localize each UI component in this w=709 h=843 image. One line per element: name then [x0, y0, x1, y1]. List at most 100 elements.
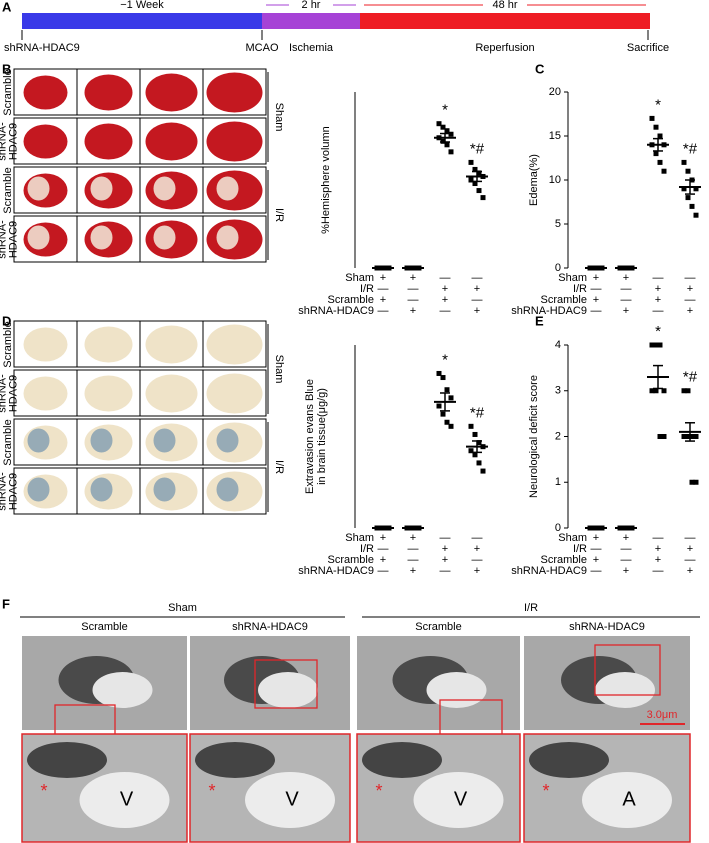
data-point [685, 168, 691, 174]
condition-sign: + [410, 565, 416, 577]
data-point [468, 448, 474, 454]
row-label: HDAC9 [7, 221, 19, 258]
data-point [440, 124, 446, 130]
brain-slice [23, 327, 68, 362]
panel-label: C [535, 61, 545, 76]
data-point [661, 434, 667, 439]
y-tick-label: 10 [549, 174, 561, 186]
condition-sign: — [408, 294, 419, 306]
zoom-lumen [413, 772, 504, 828]
data-point [653, 388, 659, 394]
data-point [468, 177, 474, 183]
data-point [444, 142, 450, 148]
data-point [472, 431, 478, 437]
row-label: Scramble [2, 419, 14, 465]
zoom-nucleus [529, 742, 609, 778]
y-tick-label: 4 [555, 339, 561, 351]
lesion [90, 428, 113, 453]
condition-sign: + [380, 272, 386, 284]
phase-label: Reperfusion [475, 42, 534, 54]
em-column-label: shRNA-HDAC9 [232, 621, 308, 633]
pericyte-marker: * [542, 781, 549, 801]
data-point [436, 403, 442, 409]
pericyte-marker: * [208, 781, 215, 801]
condition-sign: + [410, 305, 416, 317]
condition-sign: — [440, 565, 451, 577]
significance: *# [470, 404, 485, 421]
condition-sign: — [685, 554, 696, 566]
condition-label: I/R [360, 543, 374, 555]
condition-label: shRNA-HDAC9 [298, 305, 374, 317]
zoom-box [254, 659, 318, 709]
lumen-label: V [120, 788, 134, 810]
em-group-label: Sham [168, 602, 197, 614]
data-point [693, 479, 699, 485]
significance: * [655, 96, 661, 113]
zoom-nucleus [195, 742, 275, 778]
y-tick-label: 5 [555, 218, 561, 230]
data-point [685, 195, 691, 201]
condition-label: shRNA-HDAC9 [511, 565, 587, 577]
condition-sign: + [687, 565, 693, 577]
zoom-lumen [79, 772, 170, 828]
brain-slice [145, 73, 198, 112]
data-point [653, 151, 659, 157]
lesion [90, 176, 113, 201]
scale-bar-label: 3.0μm [647, 709, 678, 721]
condition-sign: — [621, 543, 632, 555]
panel-label: B [2, 61, 11, 76]
panel-label: E [535, 313, 544, 328]
data-point [480, 468, 486, 474]
lesion [27, 477, 50, 502]
data-point [476, 440, 482, 446]
panel-label: D [2, 313, 11, 328]
lesion [27, 176, 50, 201]
data-point [440, 375, 446, 381]
condition-sign: + [593, 532, 599, 544]
significance: *# [683, 369, 698, 386]
condition-sign: — [408, 554, 419, 566]
brain-slice [84, 326, 133, 363]
brain-slice [23, 124, 68, 159]
data-point [472, 166, 478, 172]
significance: *# [470, 140, 485, 157]
data-point [685, 434, 691, 439]
condition-sign: — [472, 532, 483, 544]
brain-slice [23, 75, 68, 110]
em-column-label: shRNA-HDAC9 [569, 621, 645, 633]
data-point [661, 168, 667, 174]
data-point [444, 387, 450, 393]
condition-sign: — [408, 543, 419, 555]
y-tick-label: 0 [555, 262, 561, 274]
data-point [657, 342, 663, 348]
condition-sign: + [410, 272, 416, 284]
lesion [216, 176, 239, 201]
row-label: shRNA- [0, 122, 8, 161]
row-label: HDAC9 [7, 375, 19, 412]
lesion [153, 176, 176, 201]
data-point [444, 128, 450, 134]
data-point [448, 423, 454, 429]
data-point [476, 188, 482, 194]
lesion [216, 428, 239, 453]
data-point [448, 149, 454, 155]
condition-label: Scramble [541, 294, 587, 306]
data-point [689, 479, 695, 485]
condition-sign: + [442, 554, 448, 566]
data-point [657, 159, 663, 165]
condition-sign: — [653, 305, 664, 317]
condition-label: I/R [360, 283, 374, 295]
condition-sign: — [472, 294, 483, 306]
row-label: HDAC9 [7, 473, 19, 510]
condition-label: Sham [345, 272, 374, 284]
condition-sign: — [685, 272, 696, 284]
condition-label: Scramble [328, 554, 374, 566]
zoom-lumen [582, 772, 672, 828]
condition-sign: + [380, 294, 386, 306]
brain-slice [84, 123, 133, 160]
timeline-segment [262, 13, 360, 29]
significance: *# [683, 140, 698, 157]
group-label: I/R [273, 460, 285, 474]
data-point [468, 159, 474, 165]
data-point [681, 434, 687, 439]
